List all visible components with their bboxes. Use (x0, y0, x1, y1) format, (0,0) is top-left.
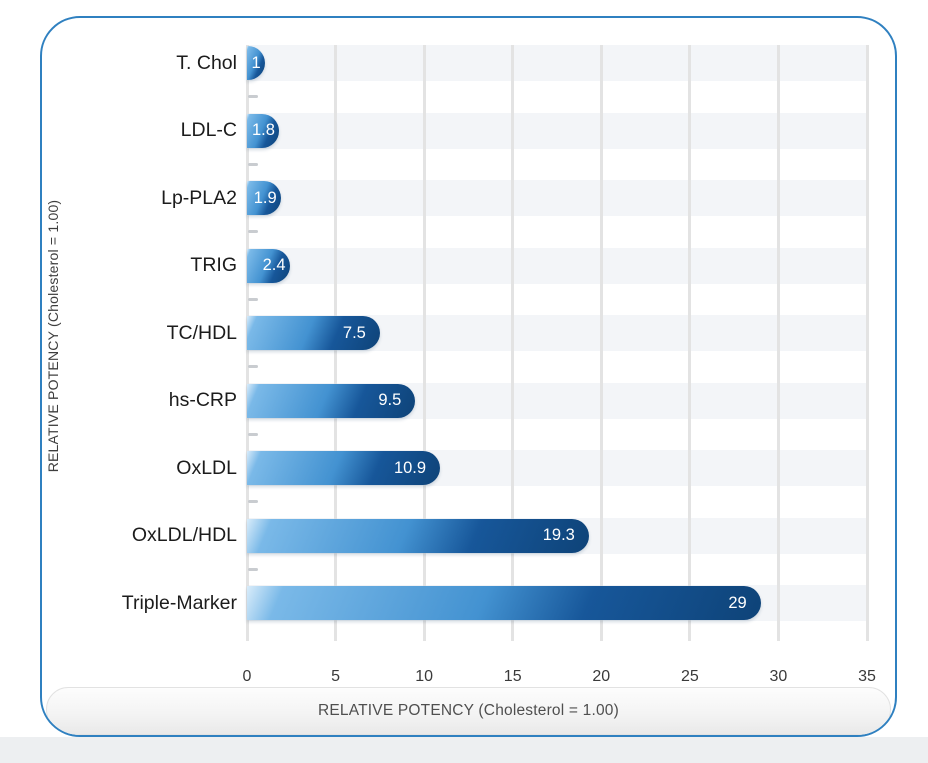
minor-tick (248, 500, 258, 504)
tick-label: 10 (415, 668, 434, 685)
category-label: Triple-Marker (121, 591, 237, 614)
bar-value-label: 29 (728, 593, 747, 612)
bar: 10.9 (247, 451, 441, 485)
category-label: LDL-C (180, 119, 237, 141)
grid-line (688, 45, 692, 641)
minor-tick (248, 365, 258, 369)
category-label: TRIG (190, 254, 237, 276)
category-label: TC/HDL (166, 321, 237, 344)
bar-value-label: 10.9 (393, 458, 427, 477)
bar-value-label: 7.5 (342, 323, 366, 342)
bar: 1 (247, 46, 265, 80)
grid-line (865, 45, 869, 641)
bar: 29 (247, 586, 761, 620)
tick-label: 35 (858, 668, 876, 685)
tick-label: 25 (680, 668, 699, 685)
bar: 2.4 (247, 248, 290, 283)
category-label: Lp-PLA2 (161, 186, 237, 209)
grid-line (776, 45, 780, 641)
tick-label: 0 (242, 668, 252, 685)
tick-label: 20 (592, 668, 611, 685)
bar-value-label: 1.8 (251, 121, 275, 139)
bar-value-label: 2.4 (262, 256, 286, 274)
plot-area: 1 1.8 1.9 2.4 7.5 9.5 10.9 19.3 29 T. Chol LDL-C Lp… (42, 18, 895, 685)
grid-line (422, 45, 426, 641)
bar: 1.8 (247, 113, 279, 148)
page-bottom-strip (0, 737, 928, 763)
minor-tick (248, 297, 258, 301)
grid-line (511, 45, 515, 641)
bar: 1.9 (247, 181, 281, 215)
bar: 19.3 (247, 518, 589, 553)
category-label: OxLDL (176, 456, 237, 479)
bar-value-label: 1.9 (253, 188, 277, 207)
minor-tick (248, 230, 258, 234)
row-band (247, 247, 867, 284)
row-band (247, 112, 867, 149)
grid-line (599, 45, 603, 641)
minor-tick (248, 432, 258, 436)
tick-label: 30 (769, 668, 788, 685)
bar-value-label: 1 (251, 53, 261, 72)
row-band (247, 45, 867, 81)
bar: 9.5 (247, 383, 416, 418)
x-axis-title-banner: RELATIVE POTENCY (Cholesterol = 1.00) (46, 687, 891, 735)
row-band (247, 180, 867, 216)
bar-value-label: 19.3 (542, 526, 575, 544)
minor-tick (248, 162, 258, 166)
bar: 7.5 (247, 316, 380, 350)
tick-label: 5 (331, 668, 341, 685)
minor-tick (248, 567, 258, 571)
category-label: hs-CRP (168, 389, 237, 411)
category-label: T. Chol (176, 51, 237, 74)
tick-label: 15 (503, 668, 522, 685)
category-label: OxLDL/HDL (131, 524, 237, 546)
minor-tick (248, 95, 258, 99)
x-axis-title: RELATIVE POTENCY (Cholesterol = 1.00) (317, 702, 619, 719)
bar-value-label: 9.5 (378, 391, 402, 409)
